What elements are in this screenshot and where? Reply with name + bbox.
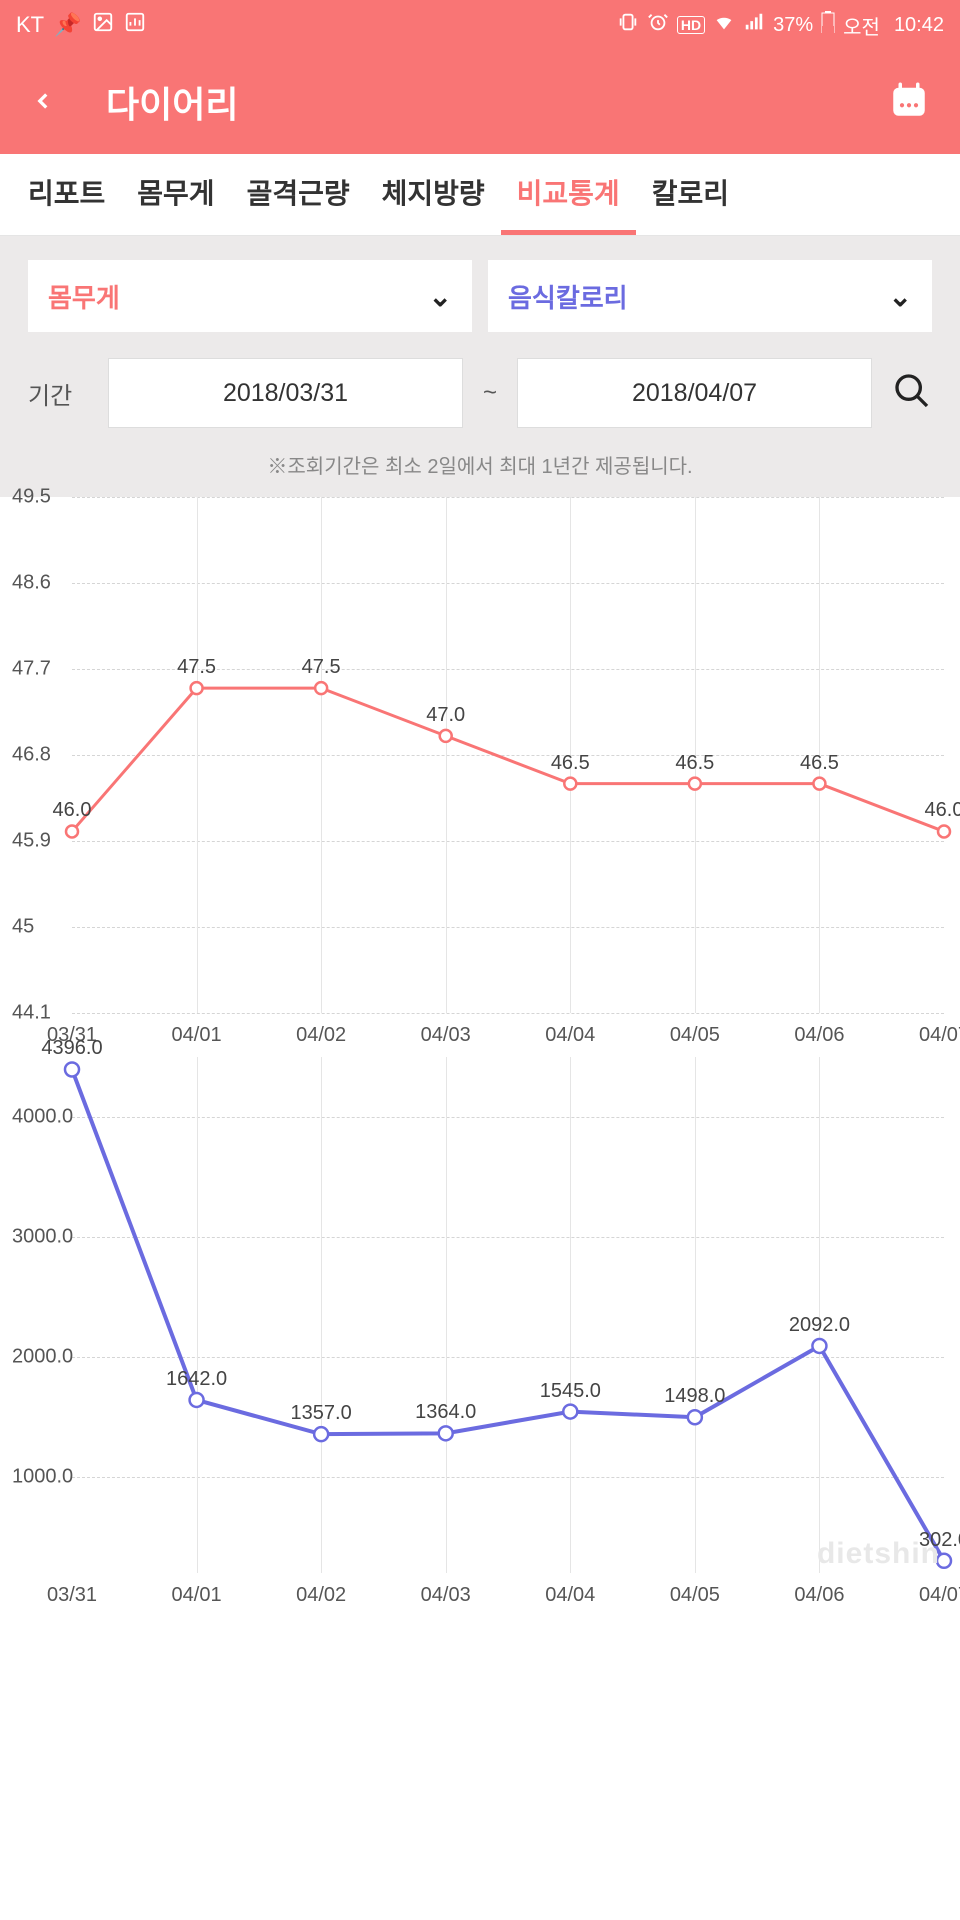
tab-1[interactable]: 몸무게 (121, 154, 230, 235)
chevron-down-icon: ⌄ (889, 280, 912, 313)
x-tick-label: 04/04 (545, 1584, 595, 1607)
y-tick-label: 44.1 (12, 1002, 51, 1025)
x-tick-label: 04/01 (172, 1024, 222, 1047)
tab-2[interactable]: 골격근량 (231, 154, 366, 235)
tab-0[interactable]: 리포트 (12, 154, 121, 235)
date-separator: ~ (483, 379, 497, 407)
point-label: 46.5 (675, 751, 714, 774)
x-tick-label: 04/02 (296, 1024, 346, 1047)
point-label: 47.0 (426, 704, 465, 727)
metric-select-right[interactable]: 음식칼로리 ⌄ (488, 260, 932, 332)
y-tick-label: 4000.0 (12, 1106, 73, 1129)
x-tick-label: 04/04 (545, 1024, 595, 1047)
weight-chart: 44.14545.946.847.748.649.503/3104/0104/0… (0, 497, 960, 1057)
point-label: 1642.0 (166, 1368, 227, 1391)
x-tick-label: 04/07 (919, 1584, 960, 1607)
y-tick-label: 47.7 (12, 658, 51, 681)
x-tick-label: 04/03 (421, 1024, 471, 1047)
tab-4[interactable]: 비교통계 (501, 154, 636, 235)
back-button[interactable] (30, 81, 56, 123)
app-header: 다이어리 (0, 50, 960, 154)
point-label: 1545.0 (540, 1379, 601, 1402)
carrier-label: KT (16, 12, 44, 38)
y-tick-label: 3000.0 (12, 1226, 73, 1249)
metric-right-label: 음식칼로리 (508, 278, 628, 315)
point-label: 46.0 (53, 799, 92, 822)
vibrate-icon (617, 11, 639, 39)
x-tick-label: 04/06 (794, 1584, 844, 1607)
date-start-input[interactable]: 2018/03/31 (108, 358, 463, 428)
hd-icon: HD (677, 16, 705, 34)
chevron-down-icon: ⌄ (429, 280, 452, 313)
battery-icon (821, 11, 835, 39)
point-label: 1364.0 (415, 1401, 476, 1424)
y-tick-label: 45.9 (12, 830, 51, 853)
point-label: 46.5 (551, 751, 590, 774)
x-tick-label: 04/05 (670, 1584, 720, 1607)
time-label: 10:42 (894, 14, 944, 37)
date-start-value: 2018/03/31 (223, 379, 348, 408)
point-label: 1498.0 (664, 1385, 725, 1408)
x-tick-label: 04/01 (172, 1584, 222, 1607)
date-end-input[interactable]: 2018/04/07 (517, 358, 872, 428)
alarm-icon (647, 11, 669, 39)
point-label: 47.5 (177, 656, 216, 679)
y-tick-label: 2000.0 (12, 1346, 73, 1369)
watermark: dietshin (817, 1537, 940, 1571)
point-label: 2092.0 (789, 1314, 850, 1337)
tab-3[interactable]: 체지방량 (366, 154, 501, 235)
metric-select-left[interactable]: 몸무게 ⌄ (28, 260, 472, 332)
point-label: 4396.0 (41, 1037, 102, 1060)
y-tick-label: 45 (12, 916, 34, 939)
x-tick-label: 03/31 (47, 1584, 97, 1607)
x-tick-label: 04/07 (919, 1024, 960, 1047)
signal-icon (743, 11, 765, 39)
metric-left-label: 몸무게 (48, 278, 120, 315)
wifi-icon (713, 11, 735, 39)
point-label: 46.5 (800, 751, 839, 774)
calorie-chart: 1000.0 2000.0 3000.0 4000.0 03/31 04/01 04/02 0… (0, 1057, 960, 1617)
date-range-label: 기간 (28, 376, 88, 411)
chart-icon (124, 11, 146, 39)
y-tick-label: 46.8 (12, 744, 51, 767)
tab-bar: 리포트몸무게골격근량체지방량비교통계칼로리 (0, 154, 960, 236)
y-tick-label: 1000.0 (12, 1466, 73, 1489)
x-tick-label: 04/06 (794, 1024, 844, 1047)
y-tick-label: 48.6 (12, 572, 51, 595)
pin-icon: 📌 (54, 12, 81, 38)
search-button[interactable] (892, 371, 932, 416)
y-tick-label: 49.5 (12, 486, 51, 509)
time-prefix: 오전 (843, 11, 880, 40)
tab-5[interactable]: 칼로리 (636, 154, 745, 235)
battery-pct: 37% (773, 14, 813, 37)
x-tick-label: 04/05 (670, 1024, 720, 1047)
image-icon (92, 11, 114, 39)
date-end-value: 2018/04/07 (632, 379, 757, 408)
metric-selectors: 몸무게 ⌄ 음식칼로리 ⌄ (0, 236, 960, 350)
point-label: 47.5 (302, 656, 341, 679)
page-title: 다이어리 (106, 76, 238, 128)
calendar-button[interactable] (888, 79, 930, 126)
point-label: 1357.0 (291, 1402, 352, 1425)
x-tick-label: 04/02 (296, 1584, 346, 1607)
date-range-note: ※조회기간은 최소 2일에서 최대 1년간 제공됩니다. (0, 442, 960, 497)
date-range-row: 기간 2018/03/31 ~ 2018/04/07 (0, 350, 960, 442)
x-tick-label: 04/03 (421, 1584, 471, 1607)
point-label: 46.0 (925, 799, 960, 822)
status-bar: KT 📌 HD 37% 오전 10:42 (0, 0, 960, 50)
